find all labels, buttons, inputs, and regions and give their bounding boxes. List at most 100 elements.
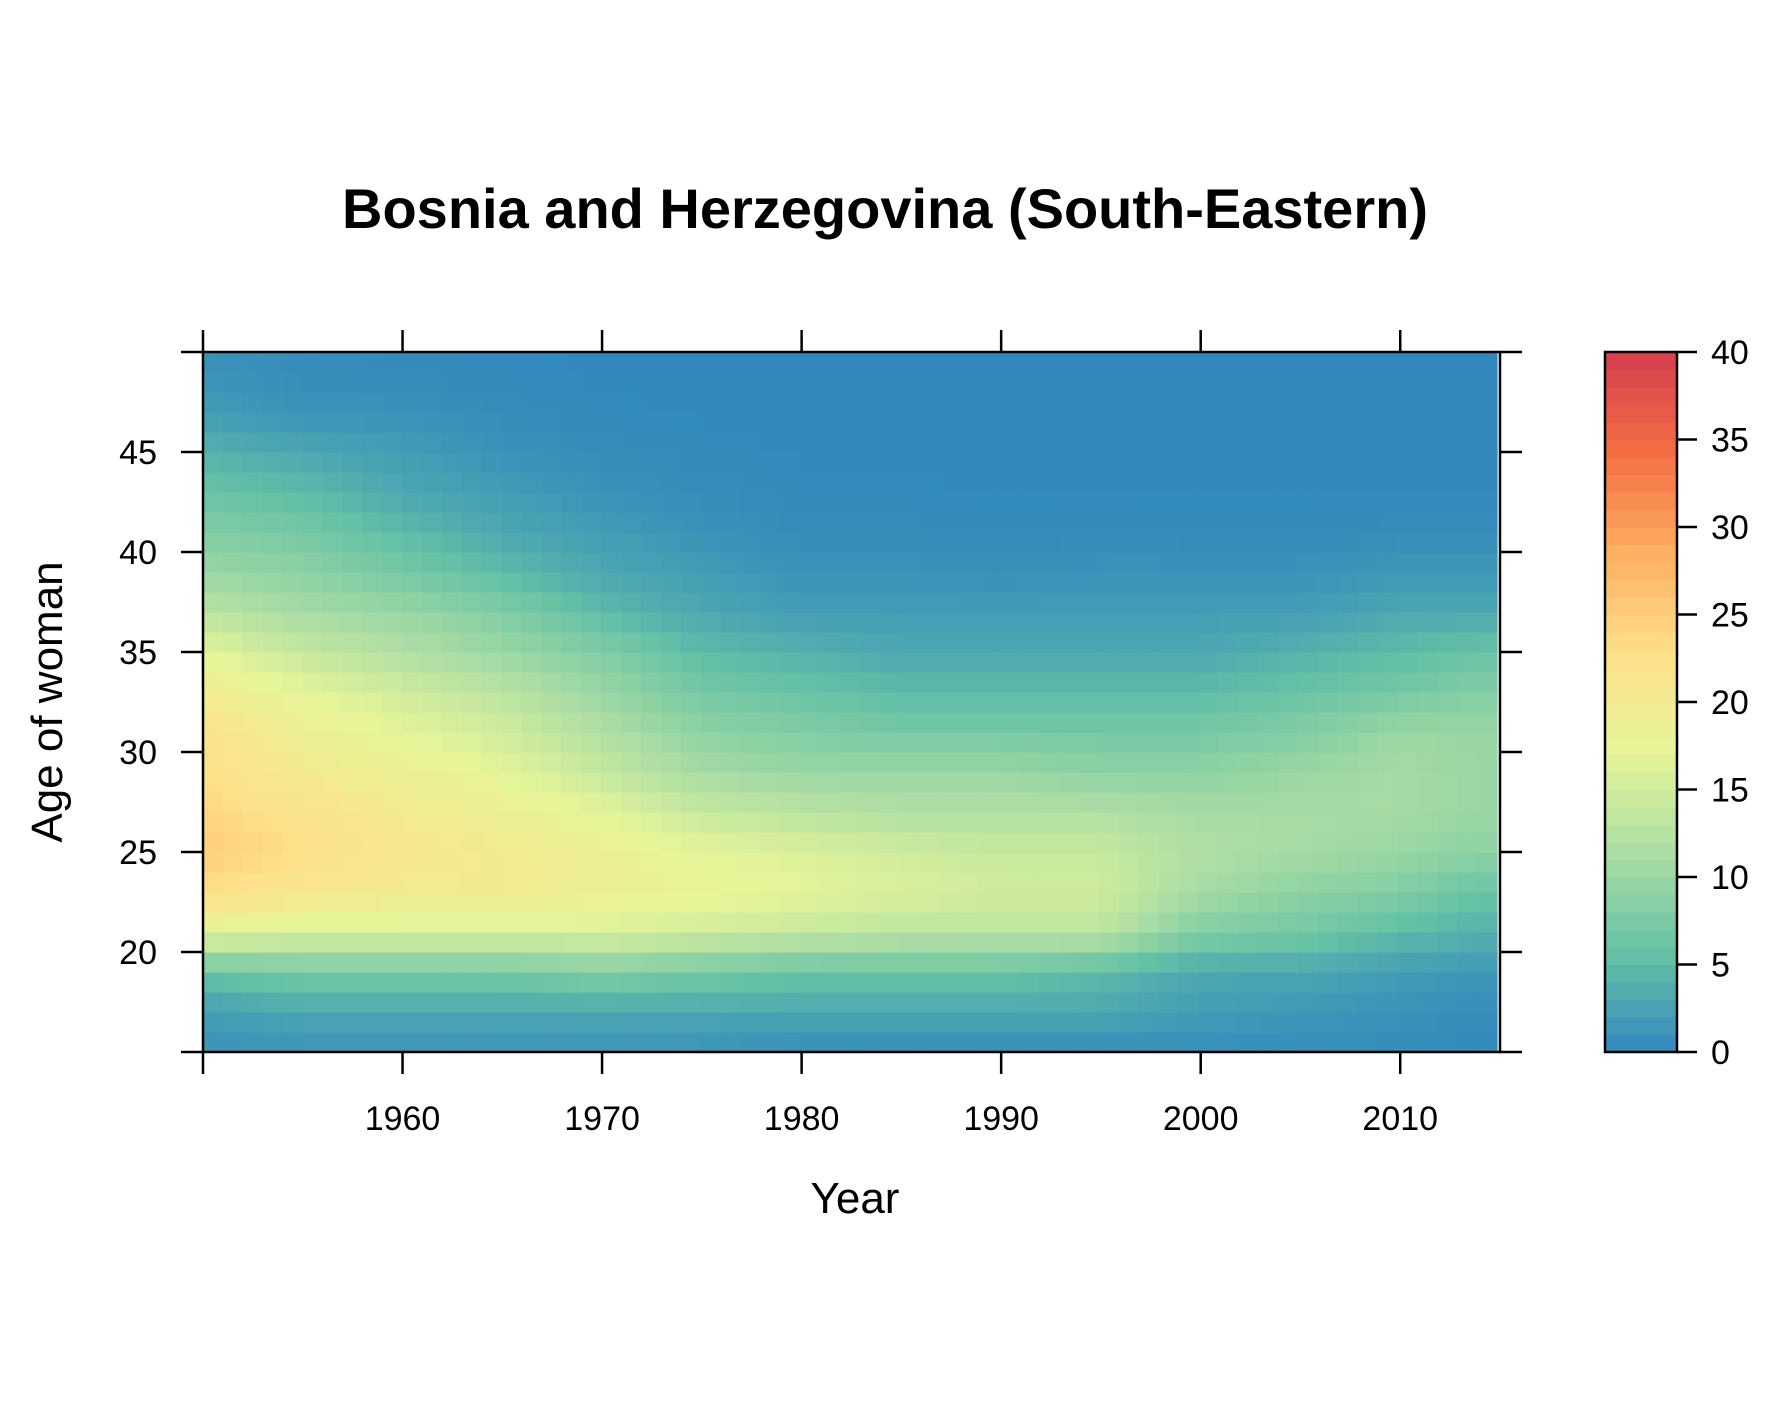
heatmap-cell	[899, 352, 921, 373]
heatmap-cell	[302, 712, 324, 733]
heatmap-cell	[342, 492, 363, 513]
heatmap-cell	[1377, 652, 1399, 673]
heatmap-cell	[899, 612, 921, 633]
heatmap-cell	[800, 992, 821, 1013]
heatmap-cell	[979, 892, 1000, 913]
heatmap-cell	[700, 652, 722, 673]
heatmap-cell	[501, 872, 523, 893]
heatmap-cell	[1178, 392, 1199, 413]
heatmap-cell	[640, 612, 662, 633]
heatmap-cell	[1218, 832, 1239, 853]
heatmap-cell	[680, 732, 702, 753]
y-tick-label: 20	[119, 934, 157, 972]
heatmap-cell	[1198, 812, 1219, 833]
heatmap-cell	[780, 692, 801, 713]
heatmap-cell	[222, 532, 244, 553]
heatmap-cell	[1397, 732, 1418, 753]
heatmap-cell	[680, 812, 702, 833]
heatmap-cell	[1317, 792, 1339, 813]
heatmap-cell	[1059, 512, 1080, 533]
heatmap-cell	[521, 512, 543, 533]
heatmap-cell	[242, 992, 264, 1013]
heatmap-cell	[660, 992, 682, 1013]
heatmap-cell	[660, 452, 682, 473]
heatmap-cell	[919, 772, 941, 793]
heatmap-cell	[1138, 572, 1160, 593]
heatmap-cell	[1158, 392, 1180, 413]
heatmap-cell	[402, 472, 423, 493]
heatmap-cell	[919, 732, 941, 753]
heatmap-cell	[959, 952, 980, 973]
heatmap-cell	[640, 832, 662, 853]
heatmap-cell	[720, 652, 742, 673]
heatmap-cell	[1258, 872, 1279, 893]
heatmap-cell	[680, 972, 702, 993]
heatmap-cell	[1397, 372, 1418, 393]
heatmap-cell	[1417, 432, 1438, 453]
heatmap-cell	[262, 372, 284, 393]
heatmap-cell	[1218, 772, 1239, 793]
heatmap-cell	[541, 552, 562, 573]
heatmap-cell	[561, 832, 582, 853]
heatmap-cell	[680, 672, 702, 693]
heatmap-cell	[720, 552, 742, 573]
heatmap-cell	[820, 632, 841, 653]
heatmap-cell	[1297, 852, 1319, 873]
heatmap-cell	[242, 612, 264, 633]
heatmap-cell	[1337, 752, 1359, 773]
heatmap-cell	[1297, 892, 1319, 913]
heatmap-cell	[660, 852, 682, 873]
heatmap-cell	[979, 592, 1000, 613]
heatmap-cell	[1377, 752, 1399, 773]
heatmap-cell	[800, 912, 821, 933]
heatmap-cell	[1138, 492, 1160, 513]
heatmap-cell	[601, 512, 622, 533]
heatmap-cell	[1178, 412, 1199, 433]
heatmap-cell	[660, 912, 682, 933]
heatmap-cell	[1118, 752, 1140, 773]
heatmap-cell	[481, 612, 503, 633]
heatmap-cell	[402, 392, 423, 413]
heatmap-cell	[1417, 1012, 1438, 1033]
heatmap-cell	[203, 452, 224, 473]
heatmap-cell	[1278, 612, 1299, 633]
heatmap-cell	[859, 472, 881, 493]
heatmap-cell	[660, 432, 682, 453]
heatmap-cell	[1039, 452, 1060, 473]
heatmap-cell	[959, 852, 980, 873]
heatmap-cell	[242, 412, 264, 433]
heatmap-cell	[481, 792, 503, 813]
heatmap-cell	[242, 852, 264, 873]
heatmap-cell	[919, 812, 941, 833]
heatmap-cell	[780, 532, 801, 553]
heatmap-cell	[1357, 672, 1379, 693]
heatmap-cell	[780, 852, 801, 873]
heatmap-cell	[979, 812, 1000, 833]
heatmap-cell	[1337, 652, 1359, 673]
heatmap-cell	[1357, 592, 1379, 613]
heatmap-cell	[1019, 892, 1040, 913]
heatmap-cell	[541, 992, 562, 1013]
heatmap-cell	[1417, 952, 1438, 973]
heatmap-cell	[680, 892, 702, 913]
heatmap-cell	[1337, 352, 1359, 373]
heatmap-cell	[879, 372, 901, 393]
heatmap-cell	[840, 712, 861, 733]
heatmap-cell	[1377, 792, 1399, 813]
heatmap-cell	[640, 692, 662, 713]
heatmap-cell	[601, 872, 622, 893]
heatmap-cell	[1078, 992, 1100, 1013]
heatmap-cell	[561, 752, 582, 773]
heatmap-cell	[1019, 952, 1040, 973]
heatmap-cell	[1477, 712, 1498, 733]
heatmap-cell	[899, 912, 921, 933]
heatmap-cell	[859, 552, 881, 573]
heatmap-cell	[1039, 752, 1060, 773]
heatmap-cell	[1158, 432, 1180, 453]
heatmap-cell	[541, 692, 562, 713]
heatmap-cell	[402, 592, 423, 613]
heatmap-cell	[441, 732, 463, 753]
heatmap-cell	[441, 952, 463, 973]
heatmap-cell	[262, 672, 284, 693]
heatmap-cell	[342, 832, 363, 853]
